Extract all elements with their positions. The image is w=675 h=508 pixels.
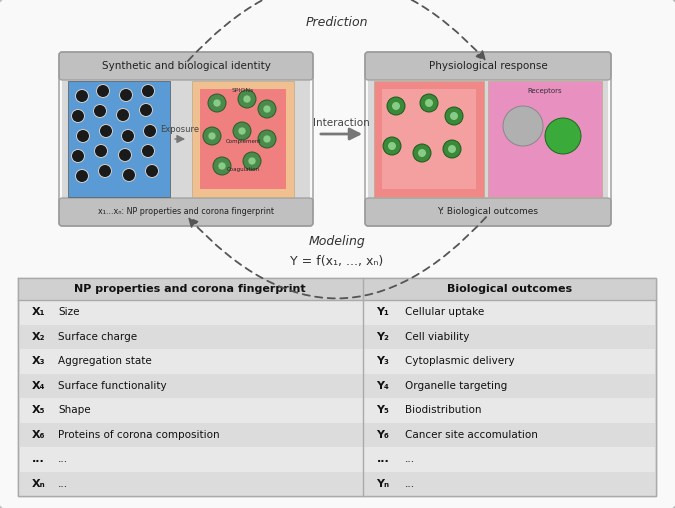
- Circle shape: [208, 94, 226, 112]
- Circle shape: [243, 152, 261, 170]
- Circle shape: [503, 106, 543, 146]
- Circle shape: [448, 145, 456, 153]
- Circle shape: [203, 127, 221, 145]
- Text: Y₄: Y₄: [377, 381, 389, 391]
- Circle shape: [142, 84, 155, 98]
- Text: X₄: X₄: [32, 381, 45, 391]
- FancyBboxPatch shape: [59, 198, 313, 226]
- Circle shape: [243, 95, 251, 103]
- Circle shape: [140, 104, 153, 116]
- Circle shape: [122, 169, 136, 181]
- FancyBboxPatch shape: [62, 77, 310, 201]
- Text: Cell viability: Cell viability: [404, 332, 469, 342]
- Text: Synthetic and biological identity: Synthetic and biological identity: [101, 61, 271, 71]
- Circle shape: [545, 118, 581, 154]
- Circle shape: [76, 130, 90, 143]
- Text: Cytoplasmic delivery: Cytoplasmic delivery: [404, 356, 514, 366]
- Text: Cellular uptake: Cellular uptake: [404, 307, 484, 318]
- Text: ...: ...: [404, 479, 414, 489]
- FancyBboxPatch shape: [59, 52, 313, 80]
- Circle shape: [425, 99, 433, 107]
- FancyBboxPatch shape: [18, 373, 656, 398]
- Circle shape: [248, 157, 256, 165]
- Circle shape: [97, 84, 109, 98]
- Text: Physiological response: Physiological response: [429, 61, 547, 71]
- FancyBboxPatch shape: [192, 81, 294, 197]
- Text: X₁: X₁: [32, 307, 45, 318]
- Text: Surface charge: Surface charge: [58, 332, 137, 342]
- Circle shape: [420, 94, 438, 112]
- Text: Interaction: Interaction: [313, 118, 370, 128]
- FancyBboxPatch shape: [18, 325, 656, 349]
- Circle shape: [213, 157, 231, 175]
- Text: Cancer site accomulation: Cancer site accomulation: [404, 430, 537, 440]
- Text: X₅: X₅: [32, 405, 45, 415]
- Text: Yₙ: Yₙ: [377, 479, 389, 489]
- Circle shape: [387, 97, 405, 115]
- Text: Y₃: Y₃: [377, 356, 389, 366]
- Circle shape: [122, 130, 134, 143]
- Circle shape: [258, 130, 276, 148]
- Text: Y₁: Y₁: [377, 307, 389, 318]
- Circle shape: [213, 99, 221, 107]
- Text: ...: ...: [58, 479, 68, 489]
- Text: Receptors: Receptors: [528, 88, 562, 94]
- FancyBboxPatch shape: [368, 77, 608, 201]
- Text: Xₙ: Xₙ: [32, 479, 46, 489]
- Circle shape: [445, 107, 463, 125]
- FancyBboxPatch shape: [365, 52, 611, 80]
- Circle shape: [99, 124, 113, 138]
- Text: Y₅: Y₅: [377, 405, 389, 415]
- FancyBboxPatch shape: [374, 81, 484, 197]
- Circle shape: [263, 135, 271, 143]
- Text: Y = f(x₁, ..., xₙ): Y = f(x₁, ..., xₙ): [290, 256, 383, 269]
- Text: X₃: X₃: [32, 356, 45, 366]
- Text: ...: ...: [32, 454, 45, 464]
- FancyBboxPatch shape: [68, 81, 170, 197]
- Text: Y₆: Y₆: [377, 430, 389, 440]
- Text: Exposure: Exposure: [161, 125, 200, 134]
- Text: Size: Size: [58, 307, 80, 318]
- Circle shape: [142, 144, 155, 157]
- FancyBboxPatch shape: [365, 198, 611, 226]
- Circle shape: [72, 149, 84, 163]
- FancyBboxPatch shape: [18, 278, 656, 496]
- Circle shape: [233, 122, 251, 140]
- Circle shape: [383, 137, 401, 155]
- Circle shape: [119, 88, 132, 102]
- Text: Biological outcomes: Biological outcomes: [447, 284, 572, 294]
- Text: X₆: X₆: [32, 430, 45, 440]
- FancyBboxPatch shape: [488, 81, 602, 197]
- Text: ...: ...: [377, 454, 389, 464]
- Circle shape: [76, 89, 88, 103]
- Text: Modeling: Modeling: [308, 236, 365, 248]
- Circle shape: [119, 148, 132, 162]
- Text: Aggregation state: Aggregation state: [58, 356, 152, 366]
- Text: Biodistribution: Biodistribution: [404, 405, 481, 415]
- Circle shape: [99, 165, 111, 177]
- Circle shape: [388, 142, 396, 150]
- Text: X₂: X₂: [32, 332, 45, 342]
- Text: Prediction: Prediction: [306, 16, 369, 28]
- Circle shape: [418, 149, 426, 157]
- Text: Coagulation: Coagulation: [226, 167, 260, 172]
- Circle shape: [72, 110, 84, 122]
- Text: Organelle targeting: Organelle targeting: [404, 381, 507, 391]
- Circle shape: [392, 102, 400, 110]
- Circle shape: [443, 140, 461, 158]
- Circle shape: [208, 132, 216, 140]
- Circle shape: [146, 165, 159, 177]
- Text: Complement: Complement: [225, 139, 261, 143]
- Text: ...: ...: [404, 454, 414, 464]
- Circle shape: [413, 144, 431, 162]
- Circle shape: [263, 105, 271, 113]
- Circle shape: [117, 109, 130, 121]
- Circle shape: [258, 100, 276, 118]
- Text: SPIONs: SPIONs: [232, 88, 254, 93]
- Text: Surface functionality: Surface functionality: [58, 381, 167, 391]
- Circle shape: [238, 127, 246, 135]
- Circle shape: [76, 170, 88, 182]
- FancyBboxPatch shape: [18, 471, 656, 496]
- Text: Proteins of corona composition: Proteins of corona composition: [58, 430, 219, 440]
